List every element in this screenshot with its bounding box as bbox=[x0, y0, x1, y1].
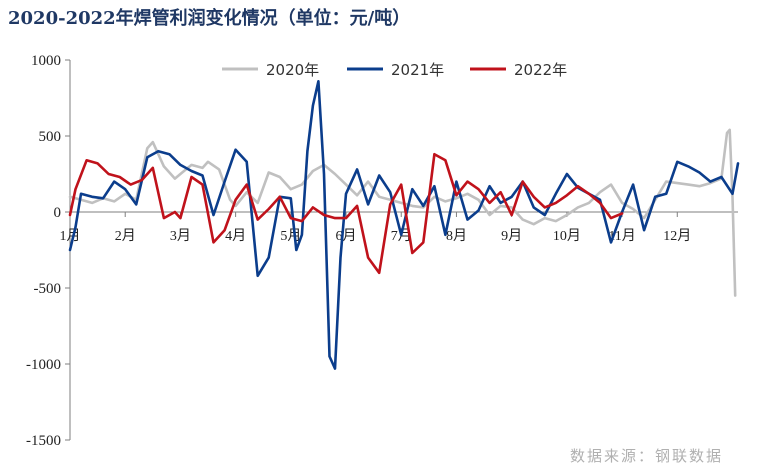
y-tick-label: 0 bbox=[54, 205, 62, 221]
y-tick-label: -1500 bbox=[26, 433, 61, 449]
y-tick-label: -500 bbox=[34, 281, 62, 297]
legend-label: 2020年 bbox=[266, 61, 319, 79]
series-lines bbox=[68, 80, 740, 370]
x-tick-label: 3月 bbox=[170, 228, 191, 244]
legend: 2020年 2021年 2022年 bbox=[222, 61, 567, 79]
x-tick-label: 2月 bbox=[115, 228, 136, 244]
series-line-2021年 bbox=[68, 80, 740, 370]
x-tick-label: 10月 bbox=[553, 228, 581, 244]
x-tick-label: 8月 bbox=[446, 228, 467, 244]
series-line-2020年 bbox=[68, 128, 737, 297]
legend-label: 2021年 bbox=[391, 61, 444, 79]
legend-label: 2022年 bbox=[514, 61, 567, 79]
x-tick-label: 9月 bbox=[501, 228, 522, 244]
y-tick-label: 1000 bbox=[31, 53, 61, 69]
x-tick-label: 12月 bbox=[663, 228, 691, 244]
x-tick-label: 6月 bbox=[336, 228, 357, 244]
x-tick-label: 4月 bbox=[225, 228, 246, 244]
source-note: 数据来源：钢联数据 bbox=[569, 447, 723, 465]
series-line-2022年 bbox=[68, 152, 624, 275]
y-tick-label: -1000 bbox=[26, 357, 61, 373]
chart-title: 2020-2022年焊管利润变化情况（单位：元/吨） bbox=[8, 8, 411, 29]
x-tick-label: 1月 bbox=[60, 228, 81, 244]
y-tick-label: 500 bbox=[39, 129, 62, 145]
